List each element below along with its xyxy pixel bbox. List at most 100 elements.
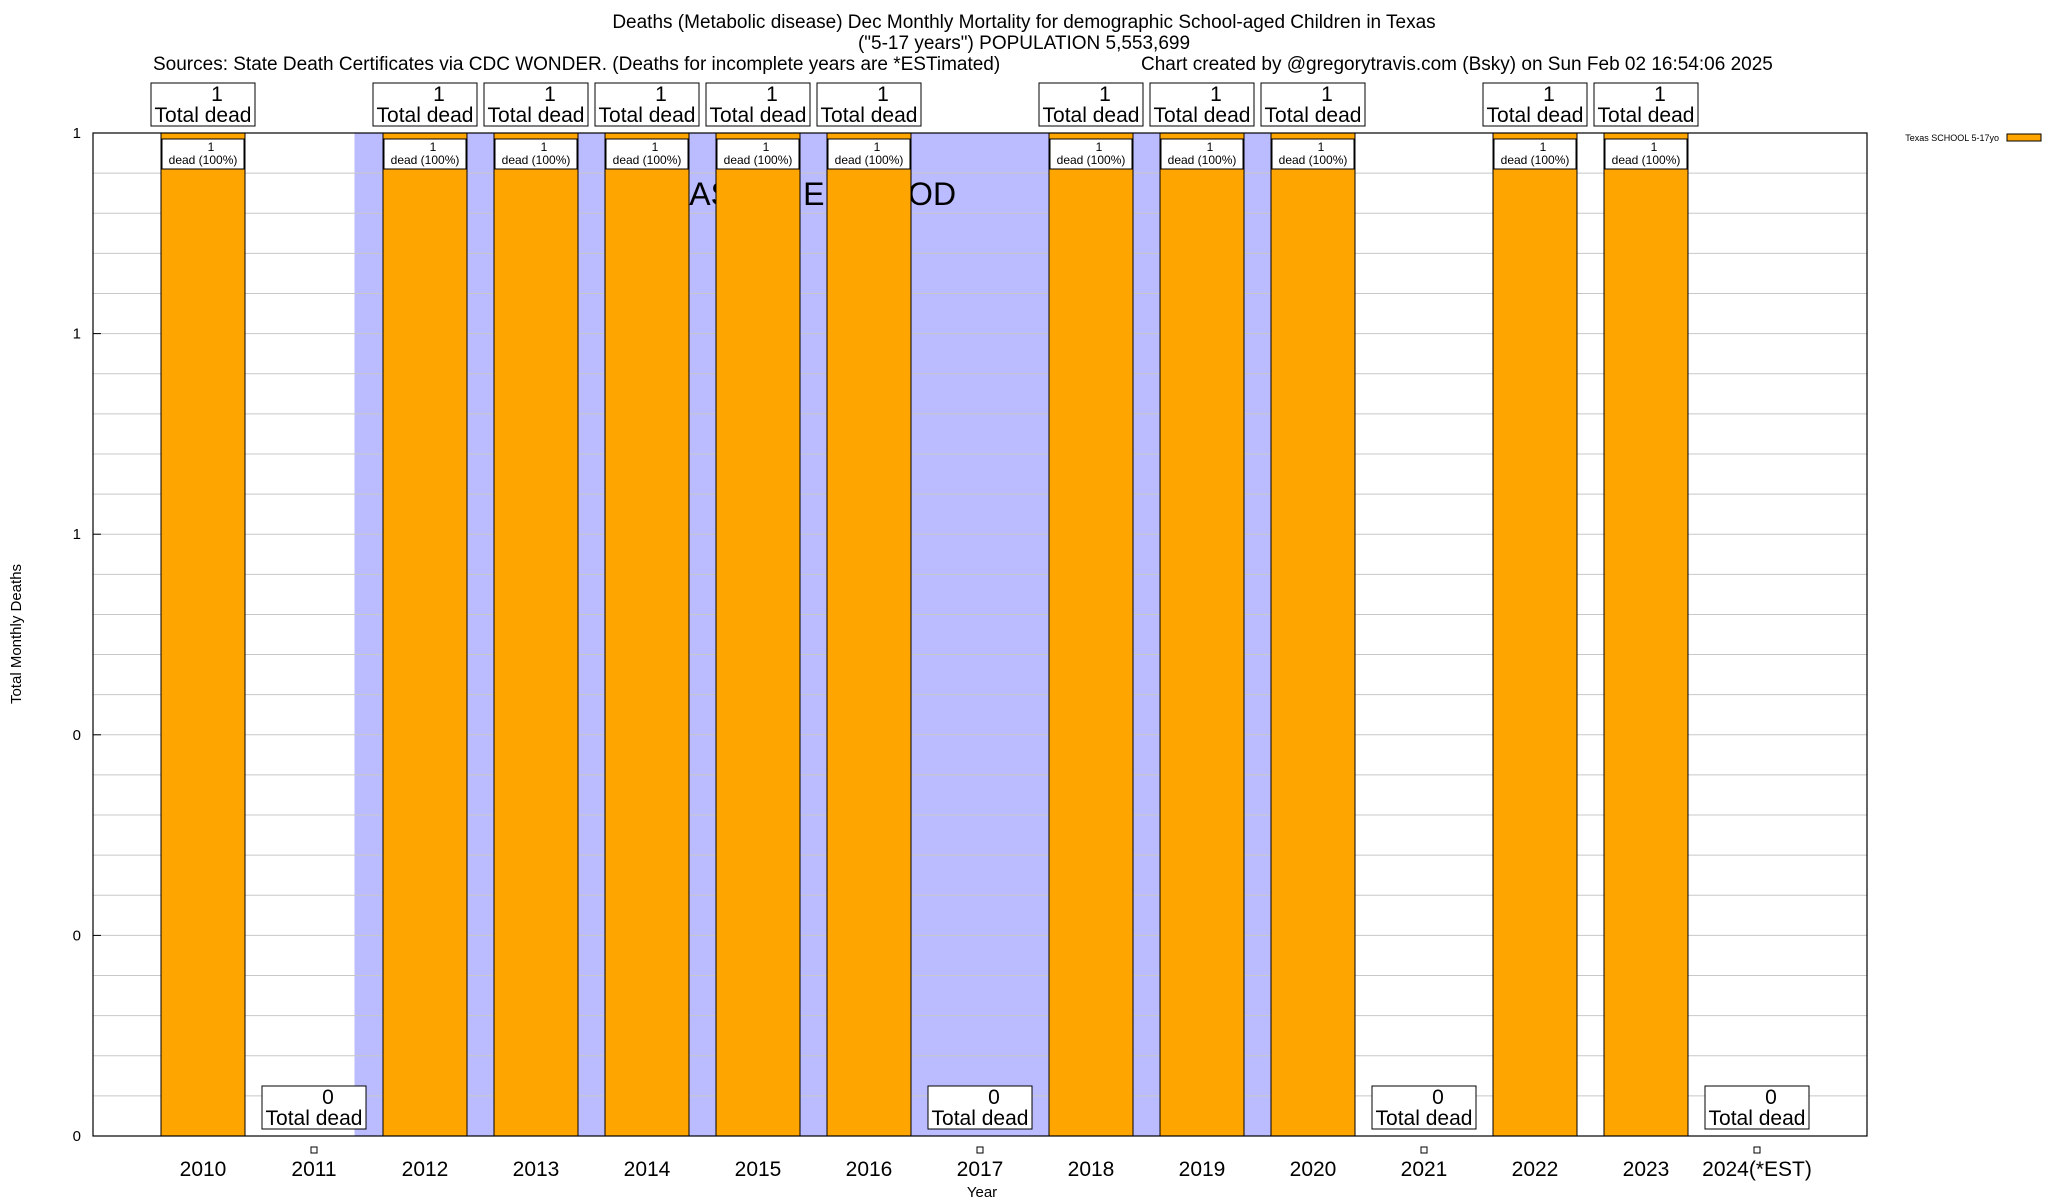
legend: Texas SCHOOL 5-17yo (1905, 133, 2042, 143)
inner-label-text: dead (100%) (391, 153, 460, 167)
total-label-text: Total dead (599, 104, 696, 127)
y-axis-label: Total Monthly Deaths (8, 564, 25, 704)
inner-label-value: 1 (652, 140, 659, 154)
total-label-text: Total dead (710, 104, 807, 127)
bar (382, 132, 468, 1137)
plot-frame (92, 132, 1868, 1137)
inner-label-text: dead (100%) (724, 153, 793, 167)
total-label-box (705, 82, 811, 127)
y-tick-label: 1 (73, 526, 81, 543)
inner-label-box (1049, 138, 1133, 170)
y-tick-label: 1 (73, 326, 81, 343)
total-label-value: 1 (544, 83, 556, 106)
total-label-value: 1 (766, 83, 778, 106)
total-label-box (1482, 82, 1588, 127)
zero-marker (1753, 1146, 1761, 1154)
total-label-text: Total dead (1598, 104, 1695, 127)
inner-label-text: dead (100%) (1612, 153, 1681, 167)
x-axis-label: Year (967, 1184, 997, 1200)
inner-label-text: dead (100%) (835, 153, 904, 167)
x-tick-label: 2020 (1290, 1158, 1337, 1181)
inner-label-box (827, 138, 911, 170)
total-label-text: Total dead (1043, 104, 1140, 127)
total-label-value: 1 (1321, 83, 1333, 106)
sources-note: Sources: State Death Certificates via CD… (153, 54, 1001, 75)
total-label-value: 1 (1210, 83, 1222, 106)
total-label-text: Total dead (1154, 104, 1251, 127)
total-label-value: 1 (1543, 83, 1555, 106)
total-label-value: 1 (1654, 83, 1666, 106)
inner-label-value: 1 (763, 140, 770, 154)
x-tick-label: 2014 (624, 1158, 671, 1181)
inner-label-value: 1 (874, 140, 881, 154)
total-label-box (927, 1085, 1033, 1130)
total-label-box (372, 82, 478, 127)
total-label-text: Total dead (932, 1107, 1029, 1130)
legend-swatch (2006, 133, 2042, 142)
inner-label-value: 1 (1540, 140, 1547, 154)
x-tick-label: 2015 (735, 1158, 782, 1181)
bar (715, 132, 801, 1137)
y-tick-label: 0 (73, 727, 81, 744)
bar (1603, 132, 1689, 1137)
inner-label-box (1271, 138, 1355, 170)
zero-marker (1420, 1146, 1428, 1154)
total-label-value: 1 (655, 83, 667, 106)
bar (1159, 132, 1245, 1137)
total-label-value: 0 (1432, 1086, 1444, 1109)
inner-label-text: dead (100%) (1168, 153, 1237, 167)
total-label-box (1260, 82, 1366, 127)
total-label-text: Total dead (155, 104, 252, 127)
chart-title: Deaths (Metabolic disease) Dec Monthly M… (612, 12, 1436, 33)
inner-label-value: 1 (541, 140, 548, 154)
x-tick-label: 2019 (1179, 1158, 1226, 1181)
bar-layer (160, 132, 1761, 1154)
y-tick-label: 1 (73, 125, 81, 142)
bar (160, 132, 246, 1137)
inner-label-value: 1 (1651, 140, 1658, 154)
total-label-box (1704, 1085, 1810, 1130)
x-tick-label: 2010 (180, 1158, 227, 1181)
total-label-value: 0 (988, 1086, 1000, 1109)
inner-label-box (383, 138, 467, 170)
inner-label-box (605, 138, 689, 170)
bar (826, 132, 912, 1137)
total-label-value: 1 (1099, 83, 1111, 106)
inner-label-text: dead (100%) (1501, 153, 1570, 167)
x-axis: 2010 2011 2012 2013 2014 2015 2016 2017 2018 2019… (180, 1158, 1812, 1181)
bar (1048, 132, 1134, 1137)
x-tick-label: 2024(*EST) (1702, 1158, 1812, 1181)
total-label-text: Total dead (1709, 1107, 1806, 1130)
zero-marker (976, 1146, 984, 1154)
x-tick-label: 2013 (513, 1158, 560, 1181)
inner-label-box (1604, 138, 1688, 170)
total-label-box (1149, 82, 1255, 127)
total-label-box (594, 82, 700, 127)
total-label-value: 0 (1765, 1086, 1777, 1109)
legend-label: Texas SCHOOL 5-17yo (1905, 133, 1999, 143)
x-tick-label: 2012 (402, 1158, 449, 1181)
total-label-value: 1 (877, 83, 889, 106)
inner-label-value: 1 (208, 140, 215, 154)
x-tick-label: 2011 (291, 1158, 336, 1181)
inner-label-box (1493, 138, 1577, 170)
y-tick-label: 0 (73, 1128, 81, 1145)
credit-note: Chart created by @gregorytravis.com (Bsk… (1141, 54, 1773, 75)
inner-label-value: 1 (1318, 140, 1325, 154)
total-label-box (150, 82, 256, 127)
total-label-box (1371, 1085, 1477, 1130)
inner-label-box (494, 138, 578, 170)
total-label-text: Total dead (1265, 104, 1362, 127)
x-tick-label: 2017 (957, 1158, 1004, 1181)
inner-label-text: dead (100%) (1279, 153, 1348, 167)
bar (493, 132, 579, 1137)
x-tick-label: 2023 (1623, 1158, 1670, 1181)
inner-label-box (716, 138, 800, 170)
total-label-text: Total dead (488, 104, 585, 127)
x-tick-label: 2018 (1068, 1158, 1115, 1181)
total-label-text: Total dead (377, 104, 474, 127)
inner-label-box (161, 138, 245, 170)
baseline-label: BASELINE PERIOD (668, 176, 956, 212)
baseline-layer (354, 133, 1273, 1136)
total-label-value: 0 (322, 1086, 334, 1109)
